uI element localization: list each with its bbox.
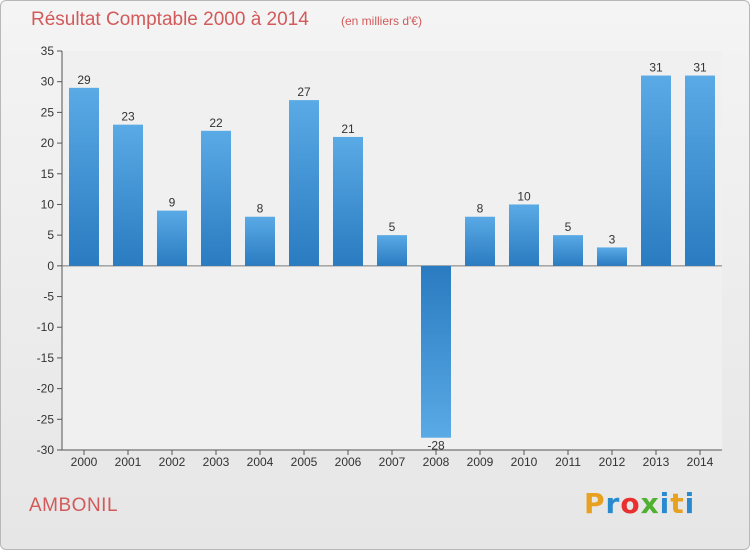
logo-letter: i xyxy=(659,487,671,520)
bar xyxy=(245,216,275,266)
y-tick-label: -20 xyxy=(37,382,55,396)
logo-letter: o xyxy=(620,487,641,520)
x-tick-label: 2006 xyxy=(335,455,362,469)
x-tick-label: 2000 xyxy=(71,455,98,469)
bar xyxy=(553,235,583,266)
x-tick-label: 2012 xyxy=(599,455,626,469)
data-label: 22 xyxy=(209,116,223,130)
y-tick-label: 35 xyxy=(41,44,55,58)
x-tick-label: 2002 xyxy=(159,455,186,469)
y-tick-label: -10 xyxy=(37,320,55,334)
bar xyxy=(421,265,451,438)
data-label: 5 xyxy=(565,220,572,234)
bar xyxy=(201,130,231,266)
data-label: 3 xyxy=(609,232,616,246)
data-label: 31 xyxy=(693,61,707,75)
logo-letter: t xyxy=(670,487,685,520)
data-label: 31 xyxy=(649,61,663,75)
x-tick-label: 2008 xyxy=(423,455,450,469)
x-tick-label: 2013 xyxy=(643,455,670,469)
x-tick-label: 2007 xyxy=(379,455,406,469)
y-tick-label: 15 xyxy=(41,167,55,181)
logo-letter: i xyxy=(684,487,696,520)
y-tick-label: 10 xyxy=(41,197,55,211)
x-tick-label: 2014 xyxy=(687,455,714,469)
y-tick-label: 20 xyxy=(41,136,55,150)
bar xyxy=(333,136,363,266)
y-tick-label: -15 xyxy=(37,351,55,365)
x-tick-label: 2005 xyxy=(291,455,318,469)
bar xyxy=(157,210,187,266)
y-tick-label: -5 xyxy=(43,290,54,304)
x-tick-label: 2011 xyxy=(555,455,581,469)
bar xyxy=(465,216,495,266)
data-label: 5 xyxy=(389,220,396,234)
bar xyxy=(509,204,539,266)
bar xyxy=(377,235,407,266)
proxiti-logo[interactable]: Proxiti xyxy=(584,487,695,520)
x-tick-label: 2001 xyxy=(115,455,142,469)
data-label: 9 xyxy=(169,196,176,210)
bar xyxy=(597,247,627,266)
bar xyxy=(69,87,99,266)
logo-letter: r xyxy=(605,487,621,520)
chart-subtitle: (en milliers d'€) xyxy=(341,14,422,28)
data-label: 21 xyxy=(341,122,355,136)
y-tick-label: -30 xyxy=(37,443,55,457)
data-label: 10 xyxy=(517,189,531,203)
chart-title: Résultat Comptable 2000 à 2014 xyxy=(31,9,309,30)
logo-letter: x xyxy=(640,487,660,520)
y-tick-label: 30 xyxy=(41,75,55,89)
data-label: -28 xyxy=(427,439,445,453)
bar xyxy=(113,124,143,266)
y-tick-label: 25 xyxy=(41,105,55,119)
x-tick-label: 2003 xyxy=(203,455,230,469)
y-tick-label: 0 xyxy=(47,259,54,273)
logo-letter: P xyxy=(584,487,606,520)
x-tick-label: 2009 xyxy=(467,455,494,469)
x-tick-label: 2010 xyxy=(511,455,538,469)
x-tick-label: 2004 xyxy=(247,455,274,469)
data-label: 23 xyxy=(121,110,135,124)
data-label: 8 xyxy=(257,202,264,216)
data-label: 8 xyxy=(477,202,484,216)
data-label: 27 xyxy=(297,85,311,99)
bar xyxy=(289,100,319,266)
data-label: 29 xyxy=(77,73,91,87)
y-tick-label: 5 xyxy=(47,228,54,242)
commune-name: AMBONIL xyxy=(29,495,119,516)
y-tick-label: -25 xyxy=(37,412,55,426)
bar xyxy=(685,75,715,266)
bar xyxy=(641,75,671,266)
